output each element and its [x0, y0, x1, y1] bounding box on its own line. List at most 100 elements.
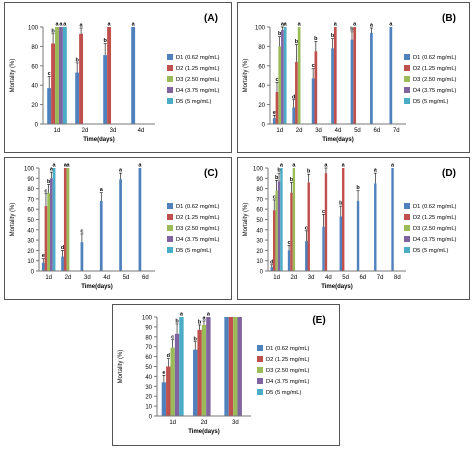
- chart-title: (C): [204, 168, 218, 179]
- chart-title: (E): [312, 315, 325, 326]
- bar: [353, 27, 357, 124]
- legend-swatch: [167, 54, 173, 60]
- bar: [58, 27, 63, 124]
- chart-panel-c: (C) 0 10 20 30 40 50 60 70 80 90 100 Mortality (%) e c…: [4, 157, 232, 300]
- significance-label: a: [374, 168, 378, 174]
- legend-swatch: [167, 225, 173, 231]
- significance-label: a: [391, 163, 395, 169]
- y-tick-label: 100: [255, 26, 266, 32]
- legend-entry: D1 (0.62 mg/mL): [413, 204, 457, 210]
- legend-entry: D1 (0.62 mg/mL): [266, 346, 310, 352]
- significance-label: c: [275, 77, 278, 83]
- x-tick-label: 1d: [273, 275, 280, 281]
- bar: [66, 168, 70, 271]
- x-tick-label: 5d: [354, 128, 361, 134]
- significance-label: a: [63, 22, 67, 28]
- bar: [342, 168, 345, 271]
- legend-entry: D4 (3.75 mg/mL): [413, 88, 457, 94]
- y-tick-label: 90: [145, 325, 152, 331]
- significance-label: b: [331, 33, 335, 39]
- significance-label: a: [66, 163, 70, 169]
- legend-swatch: [257, 345, 263, 351]
- legend-entry: D1 (0.62 mg/mL): [176, 204, 220, 210]
- significance-label: a: [353, 22, 357, 28]
- legend-swatch: [257, 367, 263, 373]
- legend-entry: D4 (3.75 mg/mL): [266, 379, 310, 385]
- bar: [47, 192, 51, 271]
- bar: [55, 27, 59, 124]
- y-axis-label: Mortality (%): [118, 350, 124, 384]
- bar: [41, 262, 45, 271]
- bar: [275, 91, 279, 124]
- bar: [277, 181, 281, 271]
- legend-swatch: [404, 54, 410, 60]
- significance-label: c: [273, 194, 276, 200]
- bar: [278, 46, 282, 124]
- x-tick-label: 1d: [54, 128, 61, 134]
- y-axis-label: Mortality (%): [10, 203, 16, 237]
- bar: [206, 317, 211, 416]
- significance-label: c: [288, 240, 291, 246]
- y-tick-label: 80: [256, 187, 263, 193]
- x-tick-label: 8d: [394, 275, 401, 281]
- chart-panel-e: (E) 0 10 20 30 40 50 60 70 80 90 100 Mortality (%) e d…: [112, 304, 340, 446]
- significance-label: a: [64, 163, 68, 169]
- significance-label: a: [55, 22, 59, 28]
- significance-label: b: [350, 26, 354, 32]
- y-axis-label: Mortality (%): [243, 203, 249, 237]
- chart-panel-d: (D) 0 10 20 30 40 50 60 70 80 90 100 Mortality (%) d c…: [237, 157, 470, 300]
- bar: [237, 317, 242, 416]
- bar: [233, 317, 238, 416]
- x-tick-label: 7d: [377, 275, 384, 281]
- chart-title: (A): [204, 13, 218, 24]
- significance-label: b: [277, 168, 281, 174]
- bar: [107, 27, 112, 124]
- significance-label: a: [119, 168, 123, 174]
- significance-label: b: [356, 185, 360, 191]
- significance-label: a: [281, 22, 285, 28]
- y-tick-label: 90: [27, 177, 34, 183]
- x-tick-label: 3d: [110, 128, 117, 134]
- x-tick-label: 6d: [360, 275, 367, 281]
- y-tick-label: 100: [142, 316, 153, 322]
- y-tick-label: 60: [256, 208, 263, 214]
- significance-label: b: [175, 318, 179, 324]
- x-tick-label: 2d: [65, 275, 72, 281]
- significance-label: a: [389, 22, 393, 28]
- legend-swatch: [404, 87, 410, 93]
- bar: [307, 182, 310, 271]
- legend-swatch: [257, 378, 263, 384]
- significance-label: c: [305, 225, 308, 231]
- chart-panel-a: (A) 0 20 40 60 80 100 Mortality (%) c b a a a 1d b a 2d b…: [4, 2, 232, 153]
- y-tick-label: 0: [149, 415, 153, 421]
- legend-swatch: [404, 247, 410, 253]
- bar: [305, 241, 308, 271]
- legend-entry: D2 (1.25 mg/mL): [413, 215, 457, 221]
- significance-label: a: [202, 315, 206, 321]
- bar: [333, 27, 337, 124]
- significance-label: b: [75, 57, 79, 63]
- significance-label: c: [80, 228, 83, 234]
- y-tick-label: 10: [145, 405, 152, 411]
- bar: [75, 72, 80, 124]
- chart-e: (E) 0 10 20 30 40 50 60 70 80 90 100 Mortality (%) e d…: [118, 312, 326, 436]
- bar: [370, 32, 373, 124]
- legend-swatch: [404, 203, 410, 209]
- significance-label: c: [48, 71, 51, 77]
- significance-label: d: [61, 245, 64, 251]
- significance-label: b: [51, 28, 55, 34]
- significance-label: d: [270, 259, 273, 265]
- significance-label: a: [180, 312, 184, 318]
- bar: [224, 317, 229, 416]
- y-tick-label: 100: [28, 26, 39, 32]
- significance-label: a: [284, 22, 288, 28]
- bar: [339, 216, 343, 271]
- x-tick-label: 1d: [276, 128, 283, 134]
- bar: [374, 183, 377, 271]
- legend-swatch: [167, 203, 173, 209]
- significance-label: b: [198, 319, 202, 325]
- significance-label: b: [275, 175, 279, 181]
- y-tick-label: 0: [31, 270, 35, 276]
- bar: [280, 168, 283, 271]
